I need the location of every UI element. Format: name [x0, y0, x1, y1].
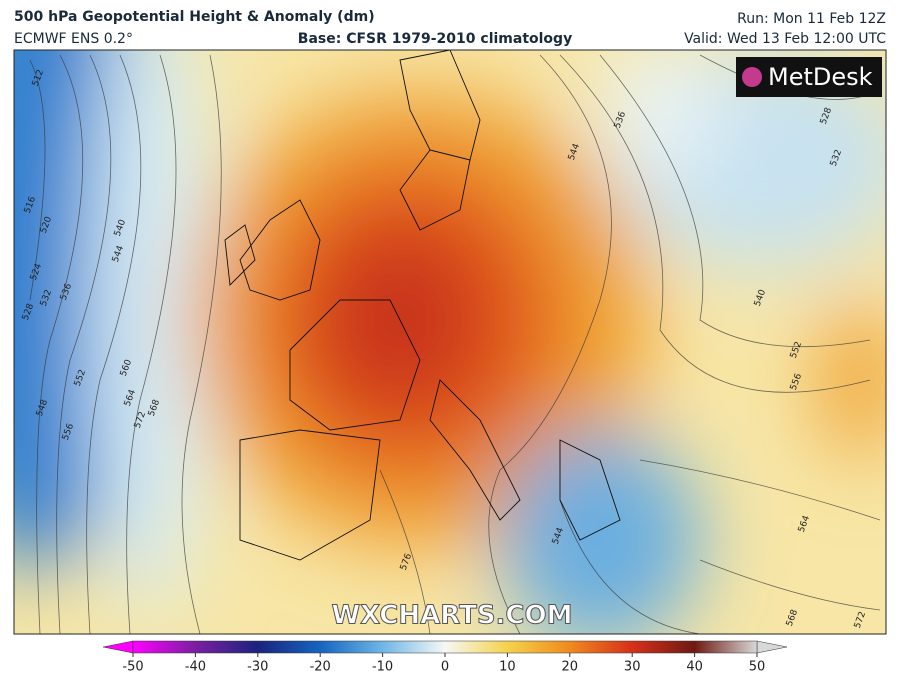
map-frame	[13, 49, 887, 635]
colorbar-low-arrow	[102, 640, 134, 654]
colorbar-tick-label: -30	[247, 660, 268, 675]
colorbar-tick-label: -40	[185, 660, 206, 675]
colorbar: -50 -40 -30 -20 -10 0 10 20 30 40 50	[102, 640, 788, 675]
colorbar-tick-label: 20	[562, 660, 579, 675]
colorbar-tick-label: 0	[441, 660, 449, 675]
colorbar-tick-label: -10	[372, 660, 393, 675]
watermark: WXCHARTS.COM	[331, 601, 572, 631]
colorbar-tick-label: 10	[499, 660, 516, 675]
colorbar-tick-label: -50	[122, 660, 143, 675]
title: 500 hPa Geopotential Height & Anomaly (d…	[14, 9, 375, 25]
base: Base: CFSR 1979-2010 climatology	[298, 31, 572, 47]
model: ECMWF ENS 0.2°	[14, 31, 133, 47]
colorbar-tick-label: 40	[686, 660, 703, 675]
run: Run: Mon 11 Feb 12Z	[737, 11, 886, 27]
logo: MetDesk	[768, 63, 873, 91]
colorbar-tick-label: -20	[310, 660, 331, 675]
colorbar-tick-label: 30	[624, 660, 641, 675]
colorbar-high-arrow	[756, 640, 788, 654]
colorbar-ramp	[132, 640, 758, 654]
valid: Valid: Wed 13 Feb 12:00 UTC	[684, 31, 886, 47]
colorbar-tick-label: 50	[749, 660, 766, 675]
